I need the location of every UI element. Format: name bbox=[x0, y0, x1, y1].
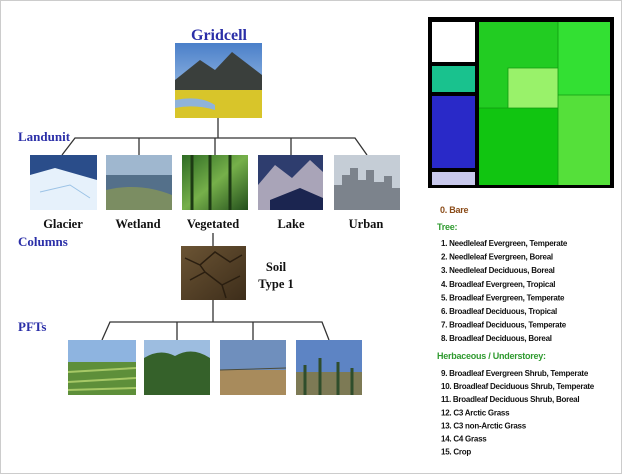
legend-item: 4. Broadleaf Evergreen, Tropical bbox=[441, 280, 555, 289]
legend-item: 8. Broadleaf Deciduous, Boreal bbox=[441, 334, 552, 343]
tile-panel bbox=[428, 17, 614, 188]
legend-item: 7. Broadleaf Deciduous, Temperate bbox=[441, 321, 567, 330]
legend-item: 9. Broadleaf Evergreen Shrub, Temperate bbox=[441, 369, 589, 378]
lake-image bbox=[258, 155, 323, 210]
landunit-label: Vegetated bbox=[187, 217, 239, 231]
legend-item: 15. Crop bbox=[441, 448, 471, 457]
landunit-label: Wetland bbox=[115, 217, 160, 231]
legend-item: 6. Broadleaf Deciduous, Tropical bbox=[441, 307, 557, 316]
legend-heading: Herbaceous / Understorey: bbox=[437, 351, 546, 361]
legend-item: 12. C3 Arctic Grass bbox=[441, 408, 510, 417]
level-label: Landunit bbox=[18, 129, 71, 144]
legend-item: 13. C3 non-Arctic Grass bbox=[441, 421, 527, 430]
column-label: Type 1 bbox=[258, 277, 294, 291]
landunit-label: Lake bbox=[277, 217, 305, 231]
legend-item: 5. Broadleaf Evergreen, Temperate bbox=[441, 293, 565, 302]
gridcell-image bbox=[175, 43, 262, 118]
gridcell-title: Gridcell bbox=[191, 27, 248, 44]
legend-item: 11. Broadleaf Deciduous Shrub, Boreal bbox=[441, 395, 579, 404]
legend-bare: 0. Bare bbox=[440, 205, 469, 215]
legend-item: 3. Needleleaf Deciduous, Boreal bbox=[441, 266, 555, 275]
legend-item: 10. Broadleaf Deciduous Shrub, Temperate bbox=[441, 382, 595, 391]
wetland-image bbox=[106, 155, 172, 210]
pft-image bbox=[144, 340, 210, 395]
pft-image bbox=[219, 340, 287, 395]
pft-image bbox=[296, 340, 362, 395]
level-label: Columns bbox=[18, 234, 68, 249]
level-label: PFTs bbox=[18, 319, 46, 334]
column-label: Soil bbox=[266, 260, 287, 274]
legend-item: 2. Needleleaf Evergreen, Boreal bbox=[441, 253, 553, 262]
urban-image bbox=[334, 155, 400, 210]
pft-image bbox=[67, 340, 137, 395]
connector bbox=[61, 118, 368, 156]
soil-image bbox=[181, 246, 246, 300]
vegetated-image bbox=[182, 155, 248, 210]
legend-item: 1. Needleleaf Evergreen, Temperate bbox=[441, 239, 568, 248]
legend-item: 14. C4 Grass bbox=[441, 435, 487, 444]
connector bbox=[101, 300, 330, 341]
landunit-label: Urban bbox=[349, 217, 384, 231]
landunit-label: Glacier bbox=[43, 217, 83, 231]
legend-heading: Tree: bbox=[437, 222, 458, 232]
glacier-image bbox=[30, 155, 97, 210]
